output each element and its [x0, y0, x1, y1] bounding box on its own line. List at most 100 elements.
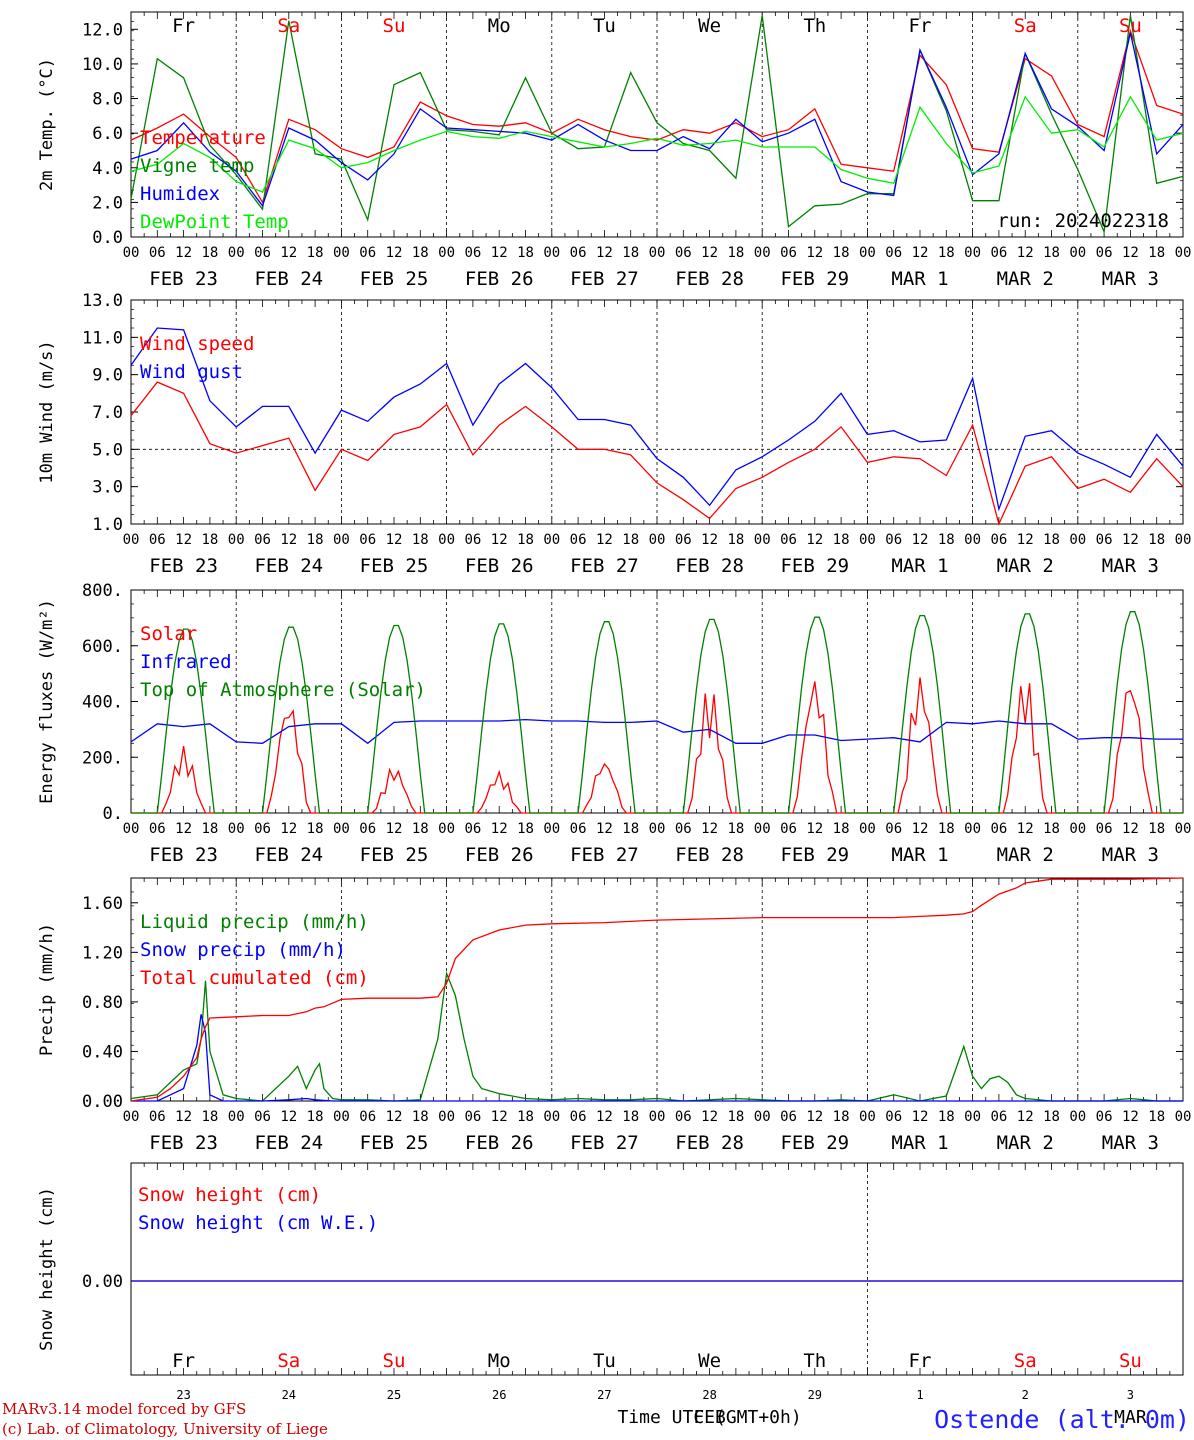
- series-line-dewpoint-temp: [130, 95, 1184, 193]
- hour-tick-label: 12: [701, 532, 718, 548]
- hour-tick-label: 00: [123, 821, 140, 837]
- date-label: FEB 27: [570, 1132, 639, 1154]
- y-tick-label: 400.: [82, 693, 123, 713]
- series-line-total-cumulated-cm: [130, 877, 1184, 1102]
- hour-tick-label: 00: [859, 1109, 876, 1125]
- hour-tick-label: 00: [1069, 1109, 1086, 1125]
- hour-tick-label: 00: [543, 821, 560, 837]
- hour-tick-label: 12: [1122, 821, 1139, 837]
- hour-tick-label: 00: [228, 532, 245, 548]
- panel-2: 1.0 3.0 5.0 7.0 9.0 11.0 13.0 10m Wind (m/s) Win…: [37, 291, 1191, 577]
- hour-tick-label: 06: [359, 245, 376, 261]
- hour-tick-label: 12: [912, 1109, 929, 1125]
- hour-tick-label: 06: [780, 245, 797, 261]
- hour-tick-label: 18: [307, 245, 324, 261]
- weekday-label: Mo: [488, 1350, 511, 1372]
- hour-tick-label: 18: [1148, 821, 1165, 837]
- hour-tick-label: 18: [307, 821, 324, 837]
- hour-tick-label: 12: [806, 821, 823, 837]
- hour-tick-label: 12: [1122, 245, 1139, 261]
- hour-tick-label: 00: [859, 821, 876, 837]
- date-label: FEB 24: [254, 555, 323, 577]
- hour-tick-label: 00: [123, 532, 140, 548]
- hour-tick-label: 06: [254, 1109, 271, 1125]
- hour-tick-label: 18: [412, 1109, 429, 1125]
- hour-tick-label: 06: [885, 821, 902, 837]
- hour-tick-label: 12: [491, 821, 508, 837]
- hour-tick-label: 06: [1096, 1109, 1113, 1125]
- y-tick-label: 2.0: [92, 193, 123, 213]
- date-label: FEB 29: [780, 1132, 849, 1154]
- legend-entry: Temperature: [140, 127, 266, 149]
- hour-tick-label: 18: [622, 821, 639, 837]
- legend-entry: Wind gust: [140, 361, 243, 383]
- hour-tick-label: 12: [491, 532, 508, 548]
- hour-tick-label: 12: [175, 245, 192, 261]
- date-label: MAR 2: [997, 844, 1054, 866]
- hour-tick-label: 06: [885, 532, 902, 548]
- hour-tick-label: 00: [438, 532, 455, 548]
- y-tick-label: 9.0: [92, 366, 123, 386]
- series-line-humidex: [130, 32, 1184, 208]
- hour-tick-label: 12: [175, 532, 192, 548]
- hour-tick-label: 12: [1017, 532, 1034, 548]
- hour-tick-label: 06: [675, 821, 692, 837]
- hour-tick-label: 06: [1096, 245, 1113, 261]
- hour-tick-label: 00: [964, 1109, 981, 1125]
- x-axis-label: Time UTC (GMT+0h): [617, 1407, 801, 1428]
- hour-tick-label: 00: [754, 245, 771, 261]
- day-number-label: 29: [808, 1388, 822, 1402]
- date-label: FEB 29: [780, 268, 849, 290]
- hour-tick-label: 18: [517, 1109, 534, 1125]
- weekday-label: We: [698, 15, 721, 37]
- hour-tick-label: 06: [990, 245, 1007, 261]
- date-label: FEB 25: [360, 1132, 429, 1154]
- date-label: FEB 28: [675, 555, 744, 577]
- hour-tick-label: 12: [596, 1109, 613, 1125]
- hour-tick-label: 12: [491, 245, 508, 261]
- weekday-label: Sa: [277, 1350, 300, 1372]
- date-label: FEB 24: [254, 844, 323, 866]
- weekday-label: Th: [803, 1350, 826, 1372]
- run-annotation: run: 2024022318: [997, 210, 1169, 232]
- hour-tick-label: 00: [543, 1109, 560, 1125]
- plot-frame: [130, 589, 1184, 814]
- date-label: FEB 25: [360, 844, 429, 866]
- weekday-label: Fr: [909, 1350, 932, 1372]
- hour-tick-label: 00: [333, 532, 350, 548]
- hour-tick-label: 00: [649, 532, 666, 548]
- hour-tick-label: 00: [754, 821, 771, 837]
- y-tick-label: 0.80: [82, 993, 123, 1013]
- weekday-label: Su: [1119, 15, 1142, 37]
- date-label: MAR 1: [891, 268, 948, 290]
- date-label: MAR 1: [891, 844, 948, 866]
- hour-tick-label: 00: [649, 245, 666, 261]
- y-axis-label: Energy fluxes (W/m²): [37, 599, 57, 804]
- hour-tick-label: 00: [1069, 532, 1086, 548]
- hour-tick-label: 00: [1175, 821, 1192, 837]
- y-axis-label: 2m Temp. (°C): [37, 58, 57, 191]
- hour-tick-label: 06: [885, 1109, 902, 1125]
- hour-tick-label: 06: [885, 245, 902, 261]
- hour-tick-label: 18: [938, 532, 955, 548]
- date-label: FEB 28: [675, 268, 744, 290]
- hour-tick-label: 00: [859, 245, 876, 261]
- hour-tick-label: 12: [912, 532, 929, 548]
- series-line-snow-precip-mm-h: [131, 1014, 1183, 1102]
- credit-line-2: (c) Lab. of Climatology, University of L…: [2, 1420, 328, 1438]
- date-label: FEB 28: [675, 844, 744, 866]
- y-tick-label: 11.0: [82, 328, 123, 348]
- month-label: MAR: [1114, 1407, 1147, 1428]
- y-tick-label: 800.: [82, 581, 123, 601]
- series-line-wind-speed: [130, 381, 1184, 526]
- hour-tick-label: 00: [964, 245, 981, 261]
- hour-tick-label: 06: [990, 821, 1007, 837]
- hour-tick-label: 12: [280, 245, 297, 261]
- date-label: MAR 2: [997, 1132, 1054, 1154]
- hour-tick-label: 18: [307, 532, 324, 548]
- panel-1: 0.0 2.0 4.0 6.0 8.0 10.0 12.0 2m Temp. (°C) Temp…: [37, 11, 1191, 290]
- hour-tick-label: 18: [517, 821, 534, 837]
- hour-tick-label: 18: [1148, 1109, 1165, 1125]
- weekday-label: Su: [1119, 1350, 1142, 1372]
- hour-tick-label: 00: [1069, 245, 1086, 261]
